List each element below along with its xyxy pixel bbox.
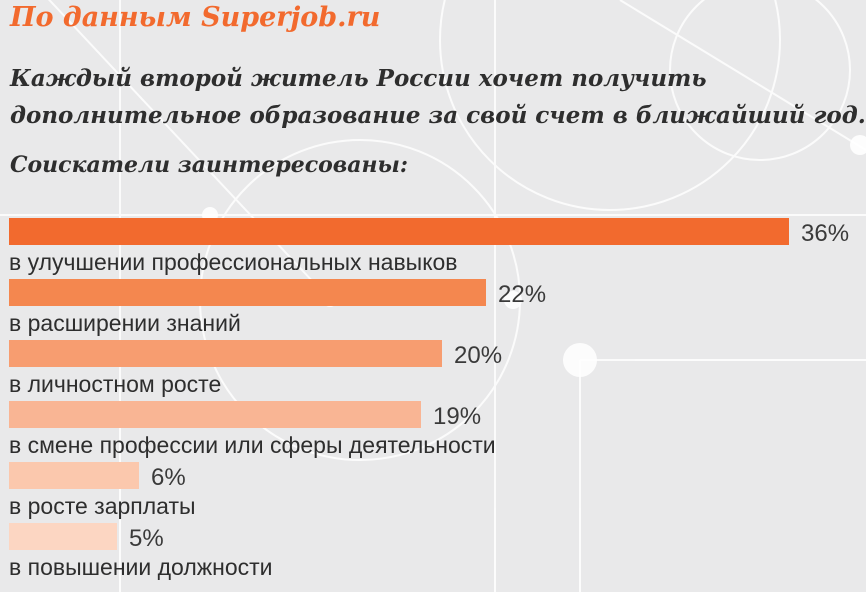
category-label-3: в личностном росте: [9, 371, 221, 397]
value-label-2: 22%: [498, 281, 546, 308]
value-label-6: 5%: [129, 525, 164, 552]
category-label-2: в расширении знаний: [9, 310, 241, 336]
value-label-5: 6%: [151, 464, 186, 491]
category-label-5: в росте зарплаты: [9, 493, 196, 519]
value-label-4: 19%: [433, 403, 481, 430]
category-label-4: в смене профессии или сферы деятельности: [9, 432, 496, 458]
chart-subtitle: Соискатели заинтересованы:: [10, 152, 409, 178]
bar-5: [9, 462, 139, 489]
value-label-1: 36%: [801, 220, 849, 247]
headline-line-1: Каждый второй житель России хочет получи…: [10, 65, 707, 92]
headline: Каждый второй житель России хочет получи…: [10, 60, 866, 134]
bar-4: [9, 401, 421, 428]
bar-3: [9, 340, 442, 367]
source-title: По данным Superjob.ru: [10, 2, 381, 33]
value-label-3: 20%: [454, 342, 502, 369]
category-label-1: в улучшении профессиональных навыков: [9, 249, 458, 275]
bar-1: [9, 218, 789, 245]
category-label-6: в повышении должности: [9, 554, 273, 580]
headline-line-2: дополнительное образование за свой счет …: [10, 102, 866, 129]
bar-2: [9, 279, 486, 306]
bar-6: [9, 523, 117, 550]
